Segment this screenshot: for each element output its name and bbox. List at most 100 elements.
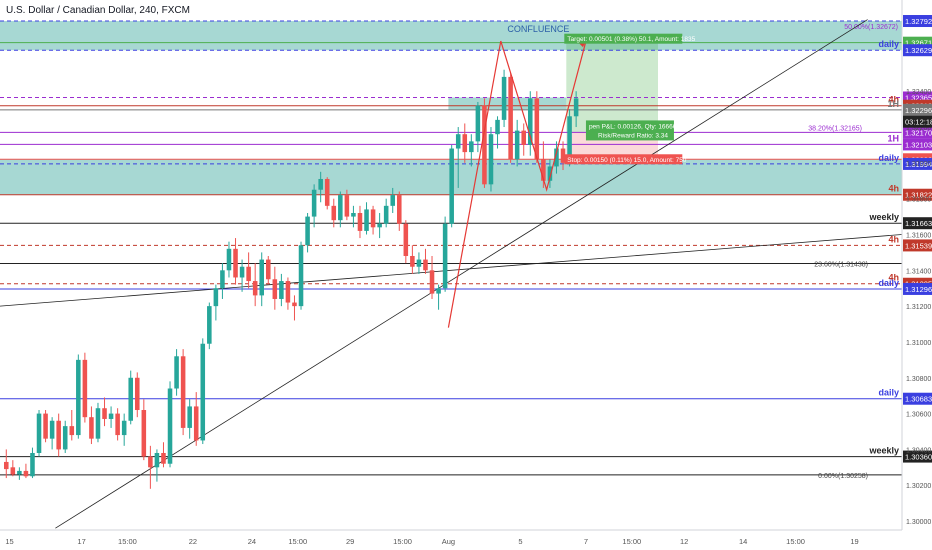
time-axis[interactable] [0, 530, 902, 550]
candle[interactable] [429, 255, 435, 299]
candle[interactable] [207, 302, 212, 350]
fib-23-label: 23.60%(1.31438) [814, 262, 868, 269]
candle[interactable] [298, 241, 304, 310]
candle[interactable] [141, 399, 147, 461]
candle-body [102, 408, 107, 419]
candle[interactable] [436, 284, 441, 310]
candle[interactable] [10, 460, 16, 477]
candle[interactable] [370, 205, 376, 235]
candle[interactable] [390, 187, 395, 214]
candle[interactable] [449, 144, 454, 228]
candle[interactable] [36, 410, 42, 457]
candle[interactable] [521, 123, 526, 156]
candle[interactable] [279, 273, 284, 307]
candle[interactable] [252, 263, 258, 307]
candle[interactable] [508, 73, 513, 163]
candle[interactable] [239, 259, 245, 292]
candle[interactable] [482, 98, 487, 188]
candle[interactable] [23, 463, 29, 479]
candle[interactable] [95, 402, 101, 443]
candle[interactable] [148, 445, 153, 489]
candle[interactable] [128, 370, 133, 425]
candle[interactable] [200, 338, 206, 445]
candle[interactable] [383, 198, 389, 228]
candle[interactable] [285, 277, 291, 310]
candle[interactable] [220, 263, 225, 299]
candle[interactable] [324, 177, 330, 210]
candle-body [554, 148, 559, 167]
candle[interactable] [475, 101, 481, 153]
candle[interactable] [495, 116, 500, 149]
candle[interactable] [488, 127, 494, 192]
candle[interactable] [442, 216, 448, 292]
candle[interactable] [76, 354, 81, 439]
candle[interactable] [554, 141, 559, 174]
candle[interactable] [213, 284, 219, 321]
candle[interactable] [469, 134, 474, 167]
candle[interactable] [154, 449, 160, 482]
candle[interactable] [528, 91, 533, 156]
candle-body [508, 76, 513, 160]
candle-body [36, 413, 42, 453]
candle[interactable] [560, 141, 566, 171]
candle[interactable] [62, 420, 68, 453]
candle[interactable] [377, 213, 382, 239]
candle[interactable] [56, 413, 61, 457]
candle[interactable] [501, 69, 507, 128]
candle[interactable] [351, 205, 356, 228]
candle[interactable] [121, 413, 127, 446]
candle[interactable] [233, 238, 238, 285]
candle[interactable] [423, 248, 428, 274]
candle[interactable] [410, 245, 415, 274]
candle[interactable] [462, 123, 468, 163]
candle[interactable] [102, 397, 107, 427]
candle[interactable] [259, 252, 264, 307]
candle[interactable] [357, 205, 363, 239]
candle[interactable] [89, 406, 94, 445]
candle[interactable] [82, 352, 88, 423]
candle[interactable] [246, 252, 251, 289]
candle[interactable] [416, 252, 422, 274]
candle[interactable] [311, 184, 317, 228]
candle[interactable] [30, 447, 35, 479]
candle[interactable] [108, 406, 114, 428]
candle[interactable] [547, 159, 553, 188]
candle[interactable] [226, 241, 232, 278]
level-tag: weekly [868, 212, 899, 222]
candle[interactable] [403, 220, 409, 264]
price-tag [903, 450, 932, 463]
candle[interactable] [69, 410, 75, 441]
candle[interactable] [187, 399, 192, 439]
candle[interactable] [43, 410, 48, 443]
candle[interactable] [135, 372, 140, 418]
candle[interactable] [573, 91, 579, 128]
candle[interactable] [49, 417, 55, 450]
candle[interactable] [514, 119, 520, 167]
candle[interactable] [292, 295, 297, 321]
candle[interactable] [318, 171, 323, 203]
candle[interactable] [193, 392, 199, 446]
candle[interactable] [305, 213, 310, 253]
candle[interactable] [4, 449, 9, 479]
pnl-box-bg [585, 120, 674, 141]
candle[interactable] [344, 189, 350, 221]
candle[interactable] [455, 127, 461, 188]
candle-body [62, 426, 68, 450]
candle[interactable] [180, 349, 186, 436]
candle[interactable] [364, 202, 369, 235]
candle[interactable] [17, 467, 22, 480]
candle[interactable] [167, 381, 173, 468]
price-tag-label: 1.32103 [905, 140, 932, 149]
candle[interactable] [534, 91, 540, 163]
candle[interactable] [338, 191, 343, 228]
candle[interactable] [174, 349, 179, 396]
candle[interactable] [115, 408, 120, 441]
candle[interactable] [272, 266, 278, 310]
candle-body [528, 98, 533, 145]
candle-body [180, 356, 186, 428]
candle[interactable] [397, 191, 402, 231]
candle[interactable] [161, 442, 166, 468]
candle[interactable] [331, 198, 337, 228]
candle[interactable] [266, 255, 271, 285]
